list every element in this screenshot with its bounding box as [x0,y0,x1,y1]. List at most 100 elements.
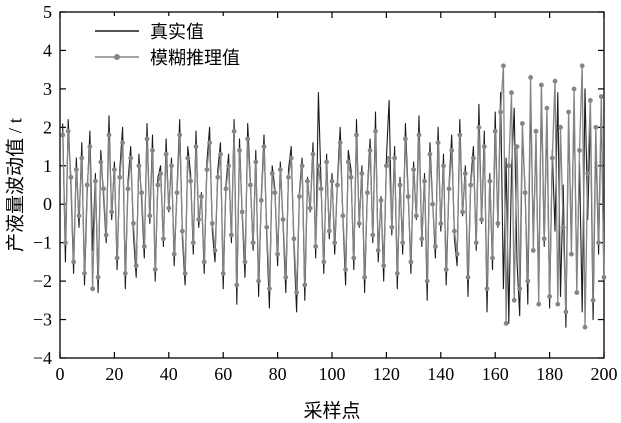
x-tick-label: 20 [105,364,123,384]
fuzzy-series-marker-dot [190,240,196,246]
fuzzy-series-marker-dot [547,294,552,299]
fuzzy-value-line-marker-sample-icon [95,54,139,60]
fuzzy-series-marker-dot [302,282,308,288]
fuzzy-series-marker-dot [185,155,191,161]
fuzzy-series-marker-dot [209,221,215,226]
fuzzy-series-marker-dot [454,251,460,257]
fuzzy-series-marker-dot [476,124,482,130]
fuzzy-series-marker-dot [215,174,221,180]
fuzzy-series-marker-dot [362,274,367,280]
fuzzy-series-marker-dot [141,244,147,249]
fuzzy-series-marker-dot [114,255,120,261]
fuzzy-series-marker-dot [65,128,71,134]
fuzzy-series-marker-dot [422,178,427,184]
fuzzy-series-marker-dot [269,171,275,176]
fuzzy-series-marker-dot [223,186,229,192]
fuzzy-series-marker-dot [324,159,329,165]
fuzzy-series-marker-dot [430,201,435,207]
fuzzy-series-marker-dot [405,194,411,199]
fuzzy-series-marker-dot [386,155,392,161]
fuzzy-series-marker-dot [539,82,544,88]
fuzzy-series-marker-dot [468,182,474,188]
fuzzy-series-marker-dot [155,182,161,188]
fuzzy-series-marker-dot [492,128,498,134]
fuzzy-series-marker-dot [144,136,150,142]
fuzzy-series-marker-dot [171,251,177,257]
fuzzy-series-marker-dot [161,236,166,242]
fuzzy-series-marker-dot [106,132,112,138]
fuzzy-series-marker-dot [462,171,468,176]
y-tick-label: −4 [33,348,52,368]
fuzzy-series-marker-dot [79,155,85,161]
fuzzy-series-marker-dot [84,182,90,188]
fuzzy-series-marker-dot [373,128,378,134]
fuzzy-series-marker-dot [484,286,490,292]
fuzzy-series-marker-dot [389,224,395,230]
fuzzy-series-marker-dot [231,128,237,134]
fuzzy-series-marker-dot [169,163,174,169]
legend-label-true: 真实值 [150,22,204,42]
fuzzy-series-marker-dot [549,155,555,161]
fuzzy-series-marker-dot [253,159,259,165]
fuzzy-series-marker-dot [460,209,465,215]
fuzzy-series-marker-dot [433,244,438,249]
fuzzy-series-marker-dot [229,232,234,238]
fuzzy-series-marker-dot [174,190,180,196]
fuzzy-series-marker-dot [503,321,509,326]
fuzzy-series-marker-dot [585,171,591,176]
fuzzy-series-marker-dot [101,186,106,192]
fuzzy-series-marker-dot [495,221,501,226]
x-tick-label: 40 [160,364,178,384]
x-tick-label: 60 [214,364,232,384]
fuzzy-series-marker-dot [337,140,343,146]
fuzzy-series-marker-dot [522,190,528,196]
x-tick-label: 100 [319,364,346,384]
fuzzy-series-marker-dot [351,255,357,261]
fuzzy-series-marker-dot [117,174,123,180]
fuzzy-series-marker-dot [90,286,95,292]
fuzzy-series-marker-dot [438,221,444,226]
fuzzy-series-marker-dot [120,140,125,146]
fuzzy-series-marker-dot [533,128,539,134]
fuzzy-series-marker-dot [272,190,278,196]
fuzzy-series-marker-dot [261,144,267,150]
fuzzy-series-marker-dot [498,109,503,115]
fuzzy-series-marker-dot [93,178,98,184]
fuzzy-series-marker-dot [267,286,272,292]
fuzzy-series-marker-dot [413,213,419,219]
fuzzy-series-marker-dot [73,167,79,173]
legend-item-fuzzy: 模糊推理值 [94,44,240,70]
fuzzy-series-marker-dot [490,255,495,261]
fuzzy-series-marker-dot [473,240,479,246]
fuzzy-series-marker-dot [511,297,517,303]
fuzzy-series-marker-dot [82,271,87,276]
fuzzy-series-marker-dot [501,63,506,69]
fuzzy-series-marker-dot [275,251,280,257]
fuzzy-series-marker-dot [506,163,512,169]
fuzzy-series-marker-dot [60,132,66,138]
fuzzy-series-marker-dot [76,213,82,219]
legend-item-true: 真实值 [94,18,240,44]
fuzzy-series-marker-dot [555,301,561,307]
fuzzy-series-marker-dot [95,274,101,280]
fuzzy-series-marker-dot [291,236,297,242]
fuzzy-series-marker-dot [71,259,76,265]
chart-legend: 真实值 模糊推理值 [88,16,246,72]
fuzzy-series-marker-dot [520,121,525,126]
fuzzy-series-marker-dot [563,309,569,315]
fuzzy-series-marker-dot [348,174,354,180]
true-value-line-sample-icon [95,30,139,32]
fuzzy-series-marker-dot [427,151,433,157]
fuzzy-series-marker-dot [294,290,299,295]
fuzzy-series-marker-dot [424,278,430,284]
fuzzy-series-marker-dot [286,174,291,180]
fuzzy-series-marker-dot [158,171,164,176]
fuzzy-series-marker-dot [487,178,493,184]
fuzzy-series-marker-dot [479,217,484,223]
fuzzy-series-marker-dot [449,148,455,153]
fuzzy-series-marker-dot [560,224,566,230]
fuzzy-series-marker-dot [335,182,340,188]
fuzzy-series-marker-dot [509,90,514,96]
